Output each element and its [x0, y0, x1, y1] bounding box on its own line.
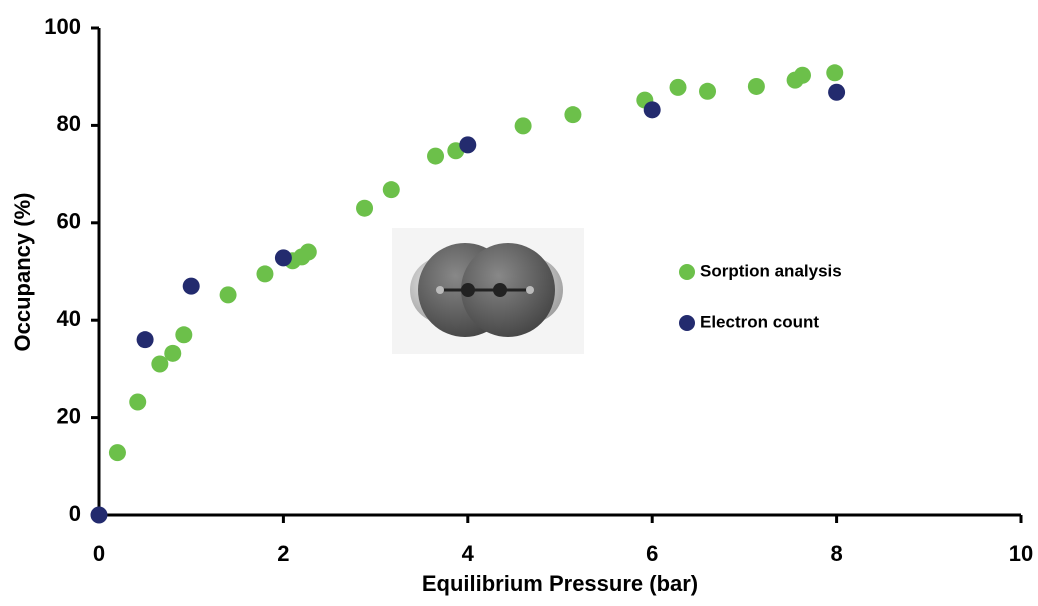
- point: [643, 101, 661, 119]
- point: [219, 286, 237, 304]
- point: [151, 355, 169, 373]
- point: [256, 265, 274, 283]
- point: [382, 181, 400, 199]
- point: [828, 83, 846, 101]
- point: [274, 249, 292, 267]
- y-tick-label: 80: [57, 111, 81, 136]
- y-tick-label: 60: [57, 209, 81, 234]
- y-axis-title: Occupancy (%): [10, 193, 35, 352]
- point: [747, 77, 765, 95]
- point: [826, 64, 844, 82]
- x-tick-label: 10: [1009, 541, 1033, 566]
- legend-label: Electron count: [700, 312, 819, 331]
- y-tick-label: 0: [69, 501, 81, 526]
- point: [793, 66, 811, 84]
- point: [136, 331, 154, 349]
- x-tick-label: 0: [93, 541, 105, 566]
- point: [182, 277, 200, 295]
- y-tick-label: 20: [57, 403, 81, 428]
- x-axis-title: Equilibrium Pressure (bar): [422, 571, 698, 596]
- x-tick-label: 8: [830, 541, 842, 566]
- legend-marker: [679, 315, 695, 331]
- point: [669, 78, 687, 96]
- point: [164, 344, 182, 362]
- molecule-image: [392, 228, 584, 354]
- y-tick-label: 100: [44, 14, 81, 39]
- y-tick-label: 40: [57, 306, 81, 331]
- x-tick-label: 4: [462, 541, 475, 566]
- point: [514, 117, 532, 135]
- point: [299, 243, 317, 261]
- point: [699, 82, 717, 100]
- point: [427, 147, 445, 165]
- x-tick-label: 6: [646, 541, 658, 566]
- point: [175, 326, 193, 344]
- point: [129, 393, 147, 411]
- x-tick-label: 2: [277, 541, 289, 566]
- point: [108, 444, 126, 462]
- point: [459, 136, 477, 154]
- point: [564, 106, 582, 124]
- point: [90, 506, 108, 524]
- point: [356, 199, 374, 217]
- legend-label: Sorption analysis: [700, 261, 842, 280]
- legend-marker: [679, 264, 695, 280]
